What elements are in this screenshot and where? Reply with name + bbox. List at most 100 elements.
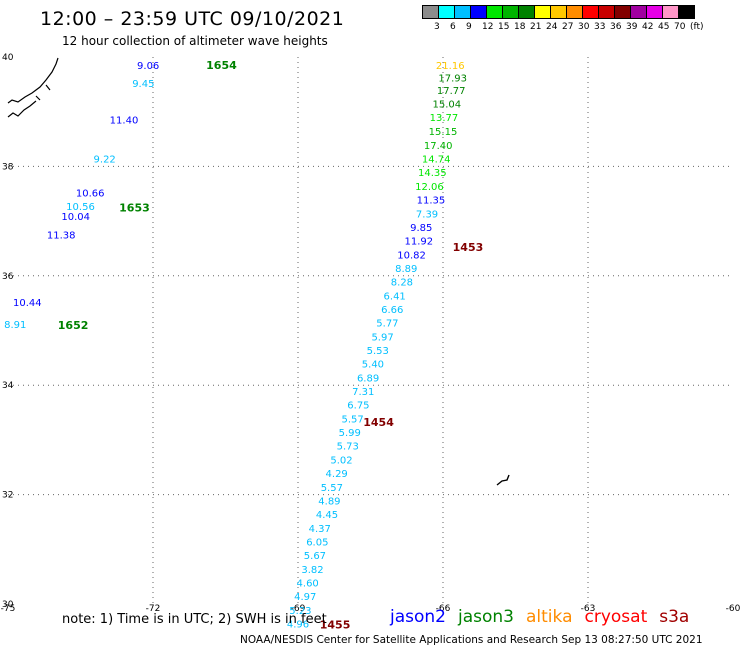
satellite-name: altika bbox=[526, 607, 573, 627]
legend-swatch bbox=[582, 5, 599, 19]
wave-height-value: 5.77 bbox=[376, 319, 398, 330]
wave-height-value: 17.77 bbox=[437, 86, 466, 97]
legend-label: 42 bbox=[642, 22, 654, 32]
satellite-name: jason3 bbox=[458, 607, 514, 627]
x-tick-label: -69 bbox=[291, 604, 306, 614]
wave-height-value: 3.82 bbox=[301, 565, 323, 576]
wave-height-value: 14.35 bbox=[418, 168, 447, 179]
axes: -75 -72 -69 -66 -63 -60 30 32 34 36 38 40 bbox=[1, 53, 740, 614]
pass-time-label: 1454 bbox=[363, 416, 394, 429]
wave-height-value: 6.41 bbox=[384, 291, 406, 302]
legend-swatch bbox=[518, 5, 535, 19]
wave-height-value: 12.06 bbox=[415, 182, 444, 193]
wave-height-value: 4.45 bbox=[316, 510, 338, 521]
wave-height-value: 13.77 bbox=[430, 113, 459, 124]
y-tick-label: 34 bbox=[2, 381, 14, 391]
legend-swatch bbox=[598, 5, 615, 19]
legend-swatch bbox=[534, 5, 551, 19]
legend-label: 33 bbox=[594, 22, 606, 32]
wave-height-value: 5.67 bbox=[304, 551, 326, 562]
y-tick-label: 36 bbox=[2, 272, 14, 282]
wave-height-value: 4.37 bbox=[309, 524, 331, 535]
wave-height-value: 10.04 bbox=[61, 212, 90, 223]
satellite-name: cryosat bbox=[584, 607, 648, 627]
legend-swatch bbox=[486, 5, 503, 19]
pass-time-label: 1654 bbox=[206, 59, 237, 72]
wave-height-value: 10.66 bbox=[76, 188, 105, 199]
wave-height-value: 6.66 bbox=[381, 305, 403, 316]
chart-subtitle: 12 hour collection of altimeter wave hei… bbox=[62, 34, 328, 48]
wave-height-value: 10.44 bbox=[13, 298, 42, 309]
wave-height-value: 17.93 bbox=[438, 74, 467, 85]
legend-label: 39 bbox=[626, 22, 638, 32]
chart-title: 12:00 – 23:59 UTC 09/10/2021 bbox=[40, 8, 345, 30]
legend-swatch bbox=[630, 5, 647, 19]
wave-height-value: 9.06 bbox=[137, 61, 159, 72]
pass-time-label: 1652 bbox=[58, 319, 89, 332]
pass-time-label: 1653 bbox=[119, 201, 150, 214]
x-tick-label: -60 bbox=[726, 604, 740, 614]
legend-label: 6 bbox=[450, 22, 456, 32]
time-labels: 1654 1653 1652 1453 1454 1455 bbox=[58, 59, 484, 632]
legend-label: 12 bbox=[482, 22, 494, 32]
wave-height-value: 11.92 bbox=[405, 237, 434, 248]
wave-height-value: 9.45 bbox=[132, 79, 154, 90]
wave-height-value: 5.57 bbox=[321, 483, 343, 494]
y-tick-label: 32 bbox=[2, 491, 13, 501]
legend-swatch bbox=[470, 5, 487, 19]
x-tick-label: -75 bbox=[1, 604, 16, 614]
wave-height-value: 4.29 bbox=[326, 469, 348, 480]
wave-height-value: 14.74 bbox=[422, 155, 451, 166]
legend-swatch bbox=[454, 5, 471, 19]
legend-swatch bbox=[550, 5, 567, 19]
coastline bbox=[7, 57, 510, 486]
wave-height-value: 11.35 bbox=[417, 196, 446, 207]
legend-label: 9 bbox=[466, 22, 472, 32]
y-tick-label: 30 bbox=[2, 600, 14, 610]
wave-height-value: 9.22 bbox=[94, 155, 116, 166]
wave-height-value: 5.23 bbox=[289, 606, 311, 617]
legend-swatch bbox=[438, 5, 455, 19]
legend-label: 21 bbox=[530, 22, 542, 32]
wave-height-value: 6.89 bbox=[357, 373, 379, 384]
wave-height-value: 11.38 bbox=[47, 231, 76, 242]
footer-note: note: 1) Time is in UTC; 2) SWH is in fe… bbox=[62, 612, 327, 627]
wave-height-value: 6.05 bbox=[306, 537, 328, 548]
legend-label: 27 bbox=[562, 22, 574, 32]
x-tick-label: -72 bbox=[146, 604, 161, 614]
legend-label: 3 bbox=[434, 22, 440, 32]
wave-height-value: 7.39 bbox=[416, 209, 438, 220]
wave-height-value: 11.40 bbox=[110, 116, 139, 127]
wave-height-value: 9.85 bbox=[410, 223, 432, 234]
wave-height-value: 5.99 bbox=[339, 428, 361, 439]
color-legend bbox=[422, 5, 695, 19]
legend-label: 70 bbox=[674, 22, 686, 32]
legend-swatch bbox=[646, 5, 663, 19]
legend-swatch bbox=[566, 5, 583, 19]
wave-height-value: 4.89 bbox=[318, 496, 340, 507]
wave-height-value: 5.97 bbox=[371, 332, 393, 343]
legend-label: 36 bbox=[610, 22, 622, 32]
wave-height-value: 10.56 bbox=[66, 202, 95, 213]
legend-swatch bbox=[422, 5, 439, 19]
wave-height-value: 15.15 bbox=[429, 127, 458, 138]
wave-height-value: 5.53 bbox=[367, 346, 389, 357]
wave-height-value: 5.57 bbox=[341, 414, 363, 425]
wave-height-value: 8.89 bbox=[395, 264, 417, 275]
y-tick-label: 40 bbox=[2, 53, 14, 63]
wave-height-value: 4.60 bbox=[297, 578, 319, 589]
legend-swatch bbox=[502, 5, 519, 19]
legend-swatch bbox=[662, 5, 679, 19]
x-tick-label: -66 bbox=[436, 604, 451, 614]
satellite-name: s3a bbox=[659, 607, 690, 627]
legend-swatch bbox=[678, 5, 695, 19]
grid-lines bbox=[8, 57, 733, 604]
legend-label: 18 bbox=[514, 22, 526, 32]
y-tick-label: 38 bbox=[2, 162, 14, 172]
coastline-northeast bbox=[7, 57, 59, 118]
wave-height-value: 5.40 bbox=[362, 360, 384, 371]
coastline-bermuda bbox=[496, 474, 510, 486]
x-tick-label: -63 bbox=[581, 604, 596, 614]
